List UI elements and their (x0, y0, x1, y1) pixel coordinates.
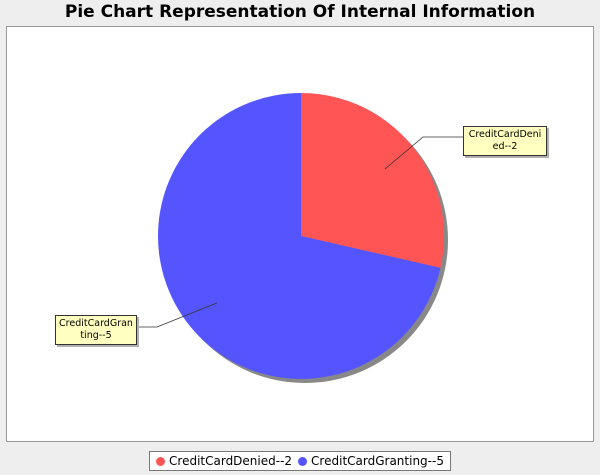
legend-item-granting: CreditCardGranting--5 (298, 454, 444, 468)
legend-swatch-granting (298, 456, 308, 466)
slice-label-granting: CreditCardGranting--5 (55, 315, 137, 345)
legend-label-granting: CreditCardGranting--5 (311, 454, 444, 468)
label-connector-granting (137, 302, 218, 328)
slice-label-denied: CreditCardDenied--2 (463, 126, 547, 156)
pie-chart (137, 93, 463, 383)
chart-title: Pie Chart Representation Of Internal Inf… (64, 2, 536, 22)
legend-swatch-denied (156, 456, 166, 466)
legend: CreditCardDenied--2 CreditCardGranting--… (149, 451, 451, 471)
label-connector-denied (384, 136, 463, 170)
legend-label-denied: CreditCardDenied--2 (169, 454, 293, 468)
pie-slice-granting (158, 93, 441, 379)
legend-item-denied: CreditCardDenied--2 (156, 454, 292, 468)
pie-slice-denied (301, 93, 444, 268)
plot-area: CreditCardDenied--2 CreditCardGranting--… (6, 26, 594, 442)
